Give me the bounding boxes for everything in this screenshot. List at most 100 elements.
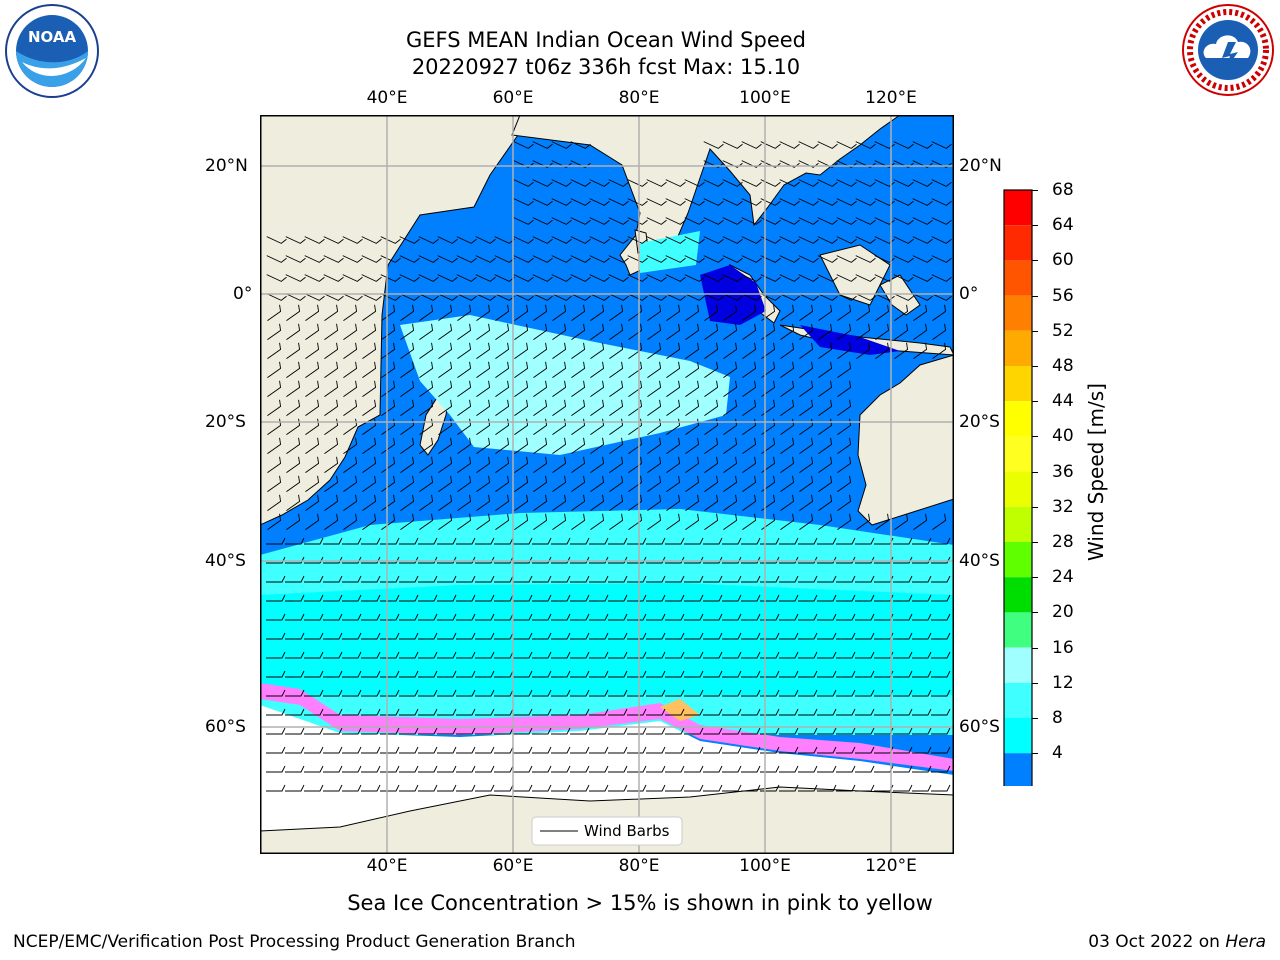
lon-tick-top: 100°E: [739, 88, 791, 108]
wind-barb: [266, 274, 287, 282]
wind-barb: [571, 418, 586, 435]
colorbar-tick: 32: [1052, 496, 1074, 517]
wind-barb: [570, 632, 590, 640]
wind-barb: [437, 765, 457, 773]
wind-barb: [874, 575, 894, 583]
wind-barb: [380, 746, 400, 754]
colorbar-frame: [1003, 189, 1033, 786]
wind-barb: [855, 556, 875, 564]
wind-barb: [742, 513, 757, 530]
wind-barb: [571, 342, 586, 359]
wind-barb: [608, 179, 629, 187]
wind-barb: [457, 513, 472, 530]
wind-barb: [780, 494, 795, 511]
wind-barb: [513, 160, 534, 168]
wind-barb: [419, 513, 434, 530]
wind-barb: [912, 746, 932, 754]
wind-barb: [456, 727, 476, 735]
wind-barb: [722, 765, 742, 773]
wind-barb: [418, 594, 438, 602]
wind-barb: [646, 217, 667, 225]
wind-barb: [799, 456, 814, 473]
wind-barb: [741, 217, 762, 225]
wind-barb: [608, 632, 628, 640]
wind-barb: [400, 304, 415, 321]
wind-barb: [437, 594, 457, 602]
colorbar-tick: 8: [1052, 708, 1063, 728]
wind-barb: [836, 670, 856, 678]
map-gridlines: [260, 115, 954, 854]
wind-barb: [438, 475, 453, 492]
wind-barb: [836, 556, 856, 564]
wind-barb: [723, 342, 738, 359]
wind-barb: [818, 418, 833, 435]
wind-barb: [266, 784, 286, 792]
wind-barb: [514, 380, 529, 397]
wind-barb: [627, 274, 648, 282]
wind-barb: [437, 708, 457, 716]
wind-barb: [418, 274, 439, 282]
wind-barb: [513, 556, 533, 564]
wind-barb: [342, 651, 362, 659]
wind-barb: [704, 323, 719, 340]
wind-barb: [855, 236, 876, 244]
wind-barb: [931, 255, 952, 263]
wind-barb: [798, 651, 818, 659]
wind-barb: [456, 255, 477, 263]
wind-barb: [779, 575, 799, 583]
wind-barb: [779, 689, 799, 697]
wind-barb: [362, 380, 377, 397]
wind-barb: [628, 437, 643, 454]
wind-barb: [742, 456, 757, 473]
wind-barb: [571, 380, 586, 397]
wind-barb: [495, 418, 510, 435]
wind-barb: [780, 304, 795, 321]
wind-barb: [589, 293, 610, 301]
wind-barb: [438, 494, 453, 511]
wind-barb: [570, 198, 591, 206]
wind-barb: [723, 361, 738, 378]
wind-barb: [817, 708, 837, 716]
wind-barb: [893, 727, 913, 735]
wind-barb: [761, 437, 776, 454]
wind-barb: [551, 293, 572, 301]
wind-barb: [931, 708, 951, 716]
wind-barb: [589, 746, 609, 754]
wind-barb: [286, 380, 301, 397]
wind-barb: [856, 513, 871, 530]
wind-barb: [457, 304, 472, 321]
wind-barb: [780, 361, 795, 378]
wind-barb: [570, 746, 590, 754]
wind-barb: [513, 708, 533, 716]
wind-barb: [666, 304, 681, 321]
wind-barb: [589, 651, 609, 659]
wind-barb: [342, 632, 362, 640]
wind-barb: [837, 513, 852, 530]
wind-barb: [589, 765, 609, 773]
wind-barb: [513, 179, 534, 187]
wind-barb: [285, 765, 305, 773]
wind-barb: [818, 437, 833, 454]
wind-barb: [399, 708, 419, 716]
wind-barb: [343, 513, 358, 530]
wind-barb: [285, 632, 305, 640]
wind-barb: [779, 556, 799, 564]
colorbar-tick-mark: [1032, 330, 1038, 332]
wind-barb: [419, 399, 434, 416]
wind-barb: [590, 380, 605, 397]
wind-barb: [362, 494, 377, 511]
wind-barb: [609, 494, 624, 511]
wind-barb: [590, 418, 605, 435]
wind-barb: [304, 613, 324, 621]
wind-barb: [399, 236, 420, 244]
wind-barb: [665, 727, 685, 735]
colorbar-tick: 40: [1052, 426, 1074, 447]
wind-barb: [361, 651, 381, 659]
colorbar-segment: [1004, 225, 1032, 261]
wind-barb: [286, 513, 301, 530]
wind-barb: [627, 293, 648, 301]
lat-tick-right: 20°S: [959, 412, 1000, 432]
wind-barb: [323, 613, 343, 621]
wind-barb: [589, 727, 609, 735]
wind-barb: [703, 708, 723, 716]
